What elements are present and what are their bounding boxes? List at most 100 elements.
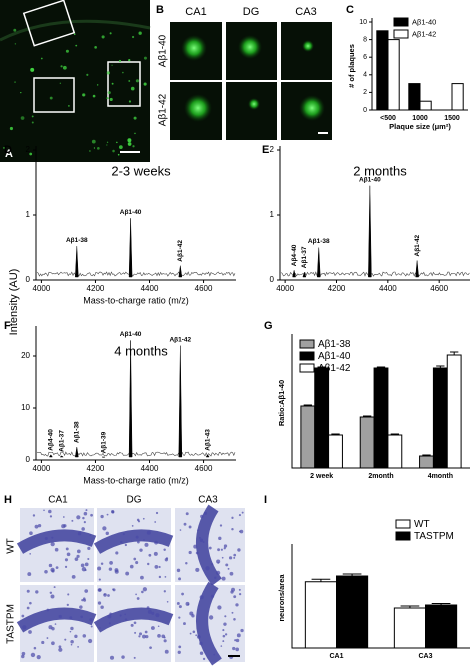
cell: [21, 651, 26, 656]
x-tick-label: 4200: [87, 284, 105, 293]
cell: [195, 634, 198, 637]
cell: [135, 535, 139, 539]
cell: [164, 649, 169, 654]
cell: [137, 520, 141, 523]
plaque-dot: [94, 46, 97, 49]
cell: [129, 564, 134, 569]
cell: [90, 625, 93, 628]
column-label: CA1: [185, 6, 206, 18]
cell: [108, 567, 113, 571]
plaque-dot: [112, 149, 115, 153]
plaque-dot: [40, 57, 43, 60]
cell: [165, 557, 169, 560]
x-tick-label: 1000: [412, 115, 428, 122]
peak-label: Aβ1-37: [58, 430, 65, 452]
cell: [146, 606, 150, 610]
cell: [205, 566, 210, 571]
cell: [98, 578, 101, 581]
plaque-dot: [31, 121, 34, 124]
cell: [109, 612, 112, 616]
cell: [221, 556, 224, 559]
cell: [135, 593, 137, 596]
cell: [139, 548, 143, 552]
cell: [77, 531, 82, 536]
plaque-dot: [20, 116, 25, 120]
cell: [22, 625, 27, 630]
plaque-dot: [143, 82, 147, 86]
cell: [199, 538, 204, 542]
peak: [59, 455, 64, 458]
cell: [223, 547, 226, 550]
cell: [142, 587, 148, 592]
cell: [158, 565, 161, 569]
x-tick-label: 4200: [87, 464, 105, 473]
x-axis-label: Mass-to-charge ratio (m/z): [83, 475, 189, 485]
cell: [124, 618, 128, 621]
cell: [147, 562, 150, 566]
cell: [100, 605, 104, 609]
plaque-dot: [49, 96, 53, 100]
cell: [62, 516, 65, 518]
plaque: [181, 35, 207, 61]
cell: [189, 611, 194, 616]
cell: [100, 562, 104, 566]
cell: [32, 514, 36, 517]
axis: [279, 146, 470, 281]
cell: [227, 567, 230, 570]
cell: [111, 510, 115, 514]
bar: [304, 581, 338, 649]
legend-swatch: [395, 531, 411, 541]
plaque-dot: [65, 49, 69, 53]
plaque-dot: [106, 71, 110, 75]
plaque-dot: [106, 141, 109, 144]
cell: [185, 601, 190, 606]
cell: [100, 514, 104, 519]
cell: [29, 531, 33, 535]
cell: [99, 627, 101, 629]
cell: [87, 557, 90, 561]
cell: [155, 511, 159, 515]
plaque-dot: [116, 141, 118, 144]
cell: [199, 651, 204, 655]
x-tick-label: 4000: [33, 464, 51, 473]
cell: [220, 645, 223, 647]
legend-swatch: [299, 351, 315, 361]
cell: [225, 563, 229, 567]
peak: [205, 454, 210, 458]
bar: [376, 30, 389, 111]
cell: [137, 540, 140, 544]
cell: [196, 635, 201, 639]
cell: [221, 576, 226, 581]
cell: [122, 533, 125, 536]
cell: [83, 521, 86, 524]
plaque-dot: [106, 144, 108, 146]
cell: [144, 630, 148, 634]
cell: [135, 561, 139, 565]
cell: [98, 588, 102, 592]
plaque-dot: [131, 35, 135, 39]
plaque-dot: [89, 150, 91, 152]
cell: [48, 509, 52, 514]
x-tick-label: 2 week: [310, 473, 333, 480]
error-bar: [311, 578, 331, 582]
cell: [27, 572, 32, 577]
cell: [48, 563, 53, 568]
plaque-dot: [107, 91, 111, 95]
cell: [154, 521, 157, 523]
cell: [238, 588, 241, 591]
bar: [387, 39, 400, 111]
cell: [35, 590, 39, 594]
x-tick-label: CA1: [329, 653, 343, 660]
axis: [291, 334, 470, 469]
cell: [49, 591, 53, 595]
cell: [105, 531, 109, 536]
peak: [75, 246, 79, 278]
cell: [217, 562, 220, 564]
x-axis-label: Plaque size (μm²): [389, 122, 451, 131]
plaques: [3, 28, 147, 156]
cell: [143, 539, 145, 541]
axis: [35, 326, 236, 461]
cell: [163, 590, 166, 593]
error-bar: [363, 415, 372, 417]
